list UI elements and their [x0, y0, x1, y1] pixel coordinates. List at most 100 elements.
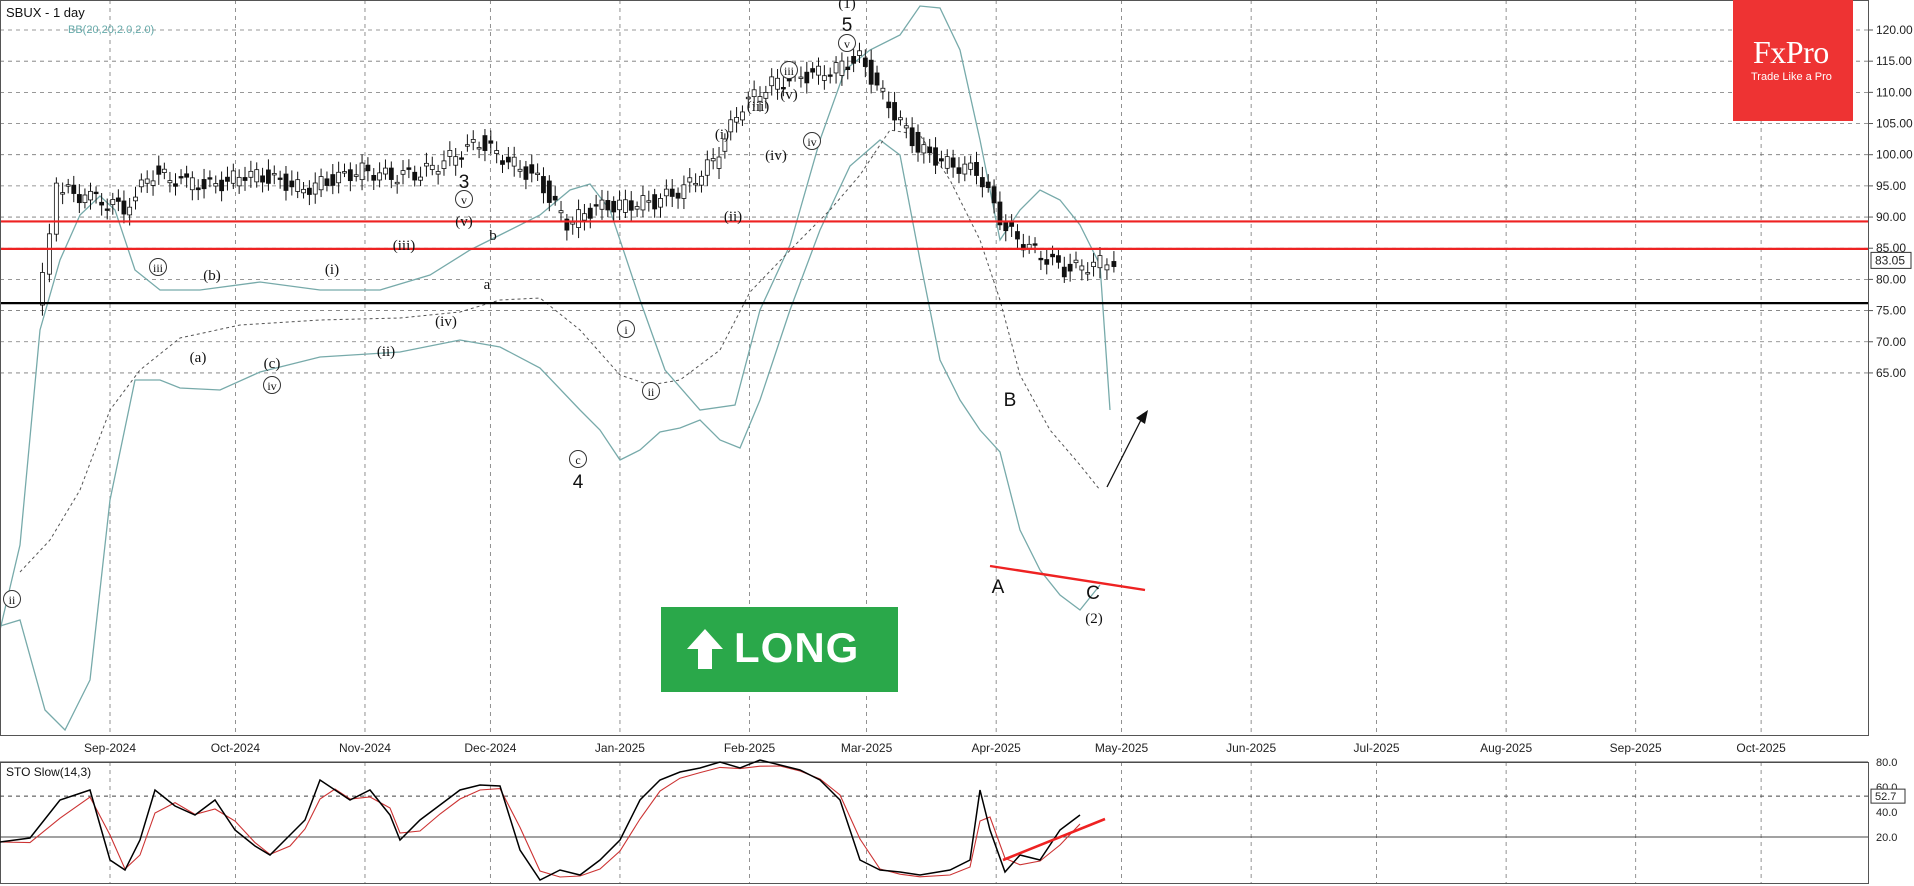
- candle-body: [1044, 259, 1050, 265]
- wave-circle: [803, 132, 821, 150]
- wave-label: B: [1004, 390, 1017, 411]
- candle-body: [1085, 272, 1091, 275]
- candle-body: [178, 176, 184, 179]
- candle-body: [1003, 222, 1009, 232]
- wave-label: (b): [203, 268, 221, 284]
- current-price-box: [1870, 251, 1912, 269]
- candle-body: [915, 131, 921, 153]
- candle-body: [225, 176, 230, 182]
- candle-body: [663, 188, 669, 197]
- wave-circle: [149, 258, 167, 276]
- wave-label: iv: [267, 379, 276, 393]
- candle-body: [476, 147, 482, 150]
- x-tick-label: Jul-2025: [1354, 741, 1400, 755]
- candle-body: [1009, 221, 1015, 227]
- y-tick-label: 85.00: [1876, 241, 1906, 255]
- candle-body: [839, 60, 845, 76]
- candle-body: [892, 102, 897, 121]
- candle-body: [65, 184, 71, 187]
- projection-arrowhead: [1136, 410, 1148, 424]
- candle-body: [254, 169, 260, 183]
- candle-body: [342, 171, 347, 174]
- candle-body: [903, 125, 909, 129]
- fxpro-logo: FxPro Trade Like a Pro: [1733, 0, 1853, 121]
- candle-body: [464, 144, 470, 147]
- candle-body: [201, 179, 207, 190]
- x-tick-label: Jan-2025: [595, 741, 645, 755]
- wave-label: A: [992, 577, 1005, 598]
- candle-body: [821, 75, 827, 81]
- y-tick-label: 90.00: [1876, 210, 1906, 224]
- candle-body: [751, 89, 757, 98]
- candle-body: [658, 198, 663, 208]
- candle-body: [277, 177, 283, 180]
- bb-middle-band: [19, 129, 1101, 573]
- x-tick-label: Jun-2025: [1226, 741, 1276, 755]
- y-tick-label: 115.00: [1876, 54, 1912, 68]
- candle-body: [470, 139, 476, 143]
- wave-label: c: [575, 453, 580, 467]
- candle-body: [535, 172, 541, 175]
- candle-body: [500, 160, 505, 165]
- candle-body: [745, 96, 751, 100]
- candlesticks: [40, 42, 1117, 316]
- candle-body: [804, 71, 810, 84]
- candle-body: [652, 194, 658, 210]
- sto-d-line: [0, 765, 1081, 878]
- candle-body: [599, 199, 605, 210]
- x-tick-label: Sep-2025: [1610, 741, 1662, 755]
- sto-title: STO Slow(14,3): [6, 765, 91, 779]
- y-tick-label: 110.00: [1876, 85, 1912, 99]
- sto-trendline: [1002, 817, 1106, 862]
- candle-body: [283, 173, 289, 191]
- candle-body: [144, 178, 150, 184]
- main-panel-border: [0, 0, 1869, 736]
- candle-body: [722, 138, 728, 152]
- candle-body: [587, 207, 593, 219]
- candle-body: [110, 199, 116, 206]
- y-tick-label: 95.00: [1876, 179, 1906, 193]
- x-tick-label: May-2025: [1095, 741, 1149, 755]
- candle-body: [1056, 255, 1061, 263]
- candle-body: [127, 206, 133, 216]
- wave-label: ii: [9, 593, 16, 607]
- projection-line: [1106, 417, 1143, 488]
- candle-body: [523, 166, 529, 180]
- candle-body: [909, 127, 915, 147]
- sto-panel-border: [0, 762, 1869, 884]
- candle-body: [494, 150, 500, 154]
- candle-body: [1097, 255, 1103, 269]
- candle-body: [898, 117, 903, 121]
- candle-body: [377, 172, 383, 181]
- y-tick-label: 70.00: [1876, 335, 1906, 349]
- candle-body: [365, 164, 371, 172]
- candle-body: [318, 176, 324, 191]
- candle-body: [968, 162, 974, 170]
- candle-body: [939, 158, 944, 162]
- candle-body: [505, 156, 511, 163]
- candle-body: [429, 164, 435, 170]
- y-tick-label: 65.00: [1876, 366, 1906, 380]
- candle-body: [133, 196, 138, 202]
- candle-body: [669, 188, 675, 197]
- candle-body: [763, 92, 769, 99]
- candle-body: [617, 199, 622, 211]
- candle-body: [1067, 263, 1073, 272]
- candle-body: [593, 204, 599, 207]
- candle-body: [985, 181, 991, 188]
- candle-body: [46, 233, 52, 275]
- candle-body: [459, 157, 464, 160]
- candle-body: [156, 165, 162, 175]
- candle-body: [207, 177, 213, 180]
- bollinger-bands: [0, 5, 1111, 732]
- wave-label: iii: [784, 64, 795, 78]
- candle-body: [406, 167, 412, 170]
- candle-body: [371, 175, 377, 181]
- candle-body: [576, 209, 581, 228]
- candle-body: [121, 200, 127, 215]
- candle-body: [167, 180, 173, 184]
- x-tick-label: Oct-2024: [211, 741, 261, 755]
- candle-body: [60, 192, 66, 195]
- wave-label: 5: [842, 15, 853, 36]
